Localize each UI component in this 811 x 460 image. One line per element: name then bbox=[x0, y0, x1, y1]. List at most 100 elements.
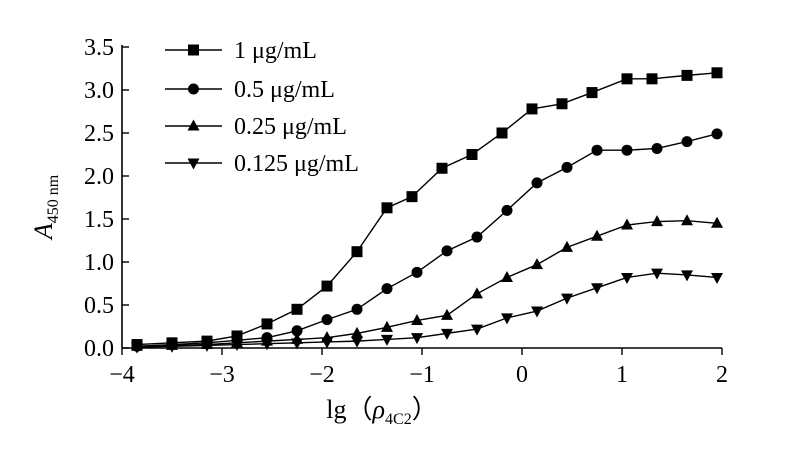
y-axis-title-main: A bbox=[29, 223, 58, 241]
legend-label: 1 μg/mL bbox=[234, 38, 317, 64]
data-point-marker bbox=[441, 308, 453, 320]
legend-label: 0.5 μg/mL bbox=[234, 77, 335, 103]
series-1 bbox=[131, 67, 723, 351]
data-point-marker bbox=[586, 87, 598, 99]
data-point-marker bbox=[321, 337, 333, 349]
series-group bbox=[131, 67, 723, 354]
y-tick-label: 0.0 bbox=[84, 336, 114, 362]
legend-item: 0.125 μg/mL bbox=[165, 151, 359, 177]
data-point-marker bbox=[201, 340, 213, 352]
data-point-marker bbox=[711, 128, 723, 140]
data-point-marker bbox=[466, 149, 478, 160]
data-point-marker bbox=[651, 215, 663, 227]
series-3 bbox=[131, 214, 723, 351]
x-tick-label: −2 bbox=[309, 362, 335, 388]
legend: 1 μg/mL 0.5 μg/mL 0.25 μg/mL 0.125 μg/mL bbox=[165, 38, 359, 177]
data-point-marker bbox=[291, 338, 303, 350]
y-axis-title-subscript: 450 nm bbox=[45, 174, 62, 223]
legend-item: 1 μg/mL bbox=[165, 38, 317, 64]
y-axis-title: A450 nm bbox=[29, 174, 62, 241]
x-tick-label: −3 bbox=[209, 362, 235, 388]
x-tick-label: 1 bbox=[616, 362, 628, 388]
data-point-marker bbox=[351, 246, 363, 258]
data-point-marker bbox=[441, 328, 453, 340]
data-point-marker bbox=[321, 314, 333, 326]
data-point-marker bbox=[501, 270, 513, 282]
x-axis-ticks: −4 −3 −2 −1 0 1 2 bbox=[109, 348, 728, 388]
data-point-marker bbox=[651, 142, 663, 154]
y-tick-label: 2.0 bbox=[84, 164, 114, 190]
data-point-marker bbox=[621, 218, 633, 230]
data-point-marker bbox=[351, 336, 363, 348]
y-tick-label: 0.5 bbox=[84, 293, 114, 319]
data-point-marker bbox=[621, 272, 633, 284]
data-point-marker bbox=[621, 73, 633, 85]
data-point-marker bbox=[411, 266, 423, 278]
data-point-marker bbox=[381, 202, 393, 214]
data-point-marker bbox=[681, 69, 693, 81]
data-point-marker bbox=[501, 313, 513, 325]
data-point-marker bbox=[291, 325, 303, 337]
data-point-marker bbox=[406, 191, 418, 203]
data-point-marker bbox=[166, 341, 178, 353]
data-point-marker bbox=[261, 339, 273, 351]
y-tick-label: 1.0 bbox=[84, 250, 114, 276]
data-point-marker bbox=[131, 342, 143, 354]
series-line bbox=[136, 72, 718, 346]
y-tick-label: 2.5 bbox=[84, 121, 114, 147]
data-point-marker bbox=[561, 240, 573, 252]
legend-marker bbox=[188, 83, 199, 95]
data-point-marker bbox=[351, 326, 363, 338]
data-point-marker bbox=[441, 245, 453, 257]
series-line bbox=[136, 133, 718, 347]
x-tick-label: 2 bbox=[716, 362, 728, 388]
data-point-marker bbox=[381, 320, 393, 332]
data-point-marker bbox=[681, 270, 693, 282]
data-point-marker bbox=[471, 324, 483, 336]
data-point-marker bbox=[531, 177, 543, 189]
data-point-marker bbox=[681, 214, 693, 226]
data-point-marker bbox=[351, 303, 363, 315]
legend-label: 0.25 μg/mL bbox=[234, 114, 347, 140]
series-line bbox=[136, 220, 718, 347]
data-point-marker bbox=[291, 303, 303, 315]
data-point-marker bbox=[471, 287, 483, 299]
x-axis-title-subscript: 4C2 bbox=[385, 411, 412, 428]
legend-item: 0.25 μg/mL bbox=[165, 114, 347, 140]
data-point-marker bbox=[261, 318, 273, 330]
y-tick-label: 3.5 bbox=[84, 35, 114, 61]
data-point-marker bbox=[591, 283, 603, 295]
data-point-marker bbox=[411, 313, 423, 325]
x-axis-title-close: ） bbox=[412, 395, 438, 424]
legend-label: 0.125 μg/mL bbox=[234, 151, 359, 177]
data-point-marker bbox=[681, 136, 693, 148]
data-point-marker bbox=[556, 98, 568, 110]
data-point-marker bbox=[711, 272, 723, 284]
y-axis-ticks: 0.0 0.5 1.0 1.5 2.0 2.5 3.0 3.5 bbox=[84, 35, 129, 362]
x-tick-label: −1 bbox=[409, 362, 435, 388]
data-point-marker bbox=[531, 258, 543, 270]
x-axis-title: lg（ρ4C2） bbox=[326, 395, 437, 428]
y-tick-label: 3.0 bbox=[84, 78, 114, 104]
legend-item: 0.5 μg/mL bbox=[165, 77, 335, 103]
y-tick-label: 1.5 bbox=[84, 207, 114, 233]
data-point-marker bbox=[711, 67, 723, 79]
data-point-marker bbox=[591, 144, 603, 156]
data-point-marker bbox=[526, 103, 538, 115]
data-point-marker bbox=[231, 340, 243, 352]
data-point-marker bbox=[591, 229, 603, 241]
x-tick-label: −4 bbox=[109, 362, 135, 388]
data-point-marker bbox=[411, 333, 423, 345]
data-point-marker bbox=[531, 306, 543, 318]
data-point-marker bbox=[436, 162, 448, 174]
x-axis-title-symbol: ρ bbox=[372, 395, 385, 424]
data-point-marker bbox=[381, 283, 393, 295]
data-point-marker bbox=[561, 161, 573, 173]
series-4 bbox=[131, 268, 723, 354]
legend-marker bbox=[188, 44, 199, 56]
series-line bbox=[136, 272, 718, 348]
data-point-marker bbox=[381, 334, 393, 346]
data-point-marker bbox=[651, 268, 663, 280]
data-point-marker bbox=[561, 293, 573, 305]
